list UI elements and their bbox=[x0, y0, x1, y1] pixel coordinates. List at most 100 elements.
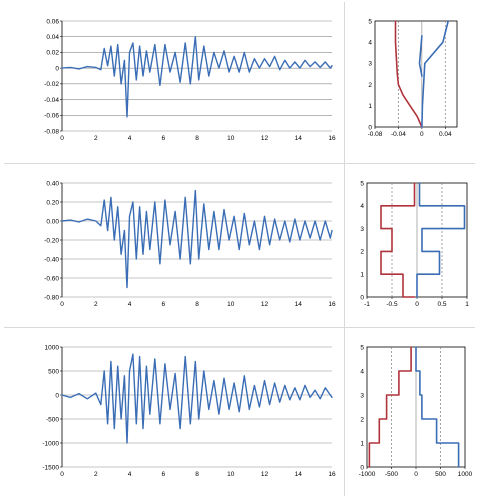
x-tick-label: 0 bbox=[420, 131, 424, 138]
series-line-red-0 bbox=[368, 346, 412, 468]
y-tick-label: -0.06 bbox=[44, 113, 59, 120]
profile-shear-chart: 0 1 2 3 4 5 -1000 -500 0 500 1000 bbox=[359, 344, 473, 478]
x-tick-label: 2 bbox=[94, 135, 98, 142]
series-line-blue-0 bbox=[61, 353, 333, 444]
x-tick-label: 12 bbox=[261, 471, 269, 478]
y-tick-label: -0.08 bbox=[44, 128, 59, 135]
interstorey-drift-chart: -0.80 -0.60 -0.40 -0.20 0.00 0.20 0.40 0 2 4 6 8 10 1… bbox=[44, 180, 336, 308]
y-tick-label: 1000 bbox=[45, 344, 60, 351]
y-tick-label: 0 bbox=[360, 464, 364, 471]
x-tick-label: 2 bbox=[94, 471, 98, 478]
y-tick-label: 0 bbox=[55, 392, 59, 399]
profile-drifts-panel: 0 1 2 3 4 5 -1 -0.5 0 0.5 1 bbox=[345, 164, 479, 332]
y-tick-label: 0 bbox=[55, 65, 59, 72]
y-tick-label: 0.04 bbox=[46, 34, 59, 41]
y-tick-label: 5 bbox=[360, 180, 364, 187]
profile-drifts-chart: 0 1 2 3 4 5 -1 -0.5 0 0.5 1 bbox=[360, 180, 469, 308]
profile-displacements-chart: 0 1 2 3 4 5 -0.08 -0.04 0 0.04 bbox=[368, 18, 458, 138]
y-tick-label: 3 bbox=[360, 226, 364, 233]
profile-shear-panel: 0 1 2 3 4 5 -1000 -500 0 500 1000 bbox=[345, 328, 479, 503]
x-tick-label: 1000 bbox=[458, 471, 473, 478]
y-tick-label: 3 bbox=[360, 392, 364, 399]
y-tick-label: 1 bbox=[360, 272, 364, 279]
y-tick-label: -0.60 bbox=[44, 275, 59, 282]
x-tick-label: 0 bbox=[60, 301, 64, 308]
y-tick-label: -500 bbox=[46, 416, 59, 423]
x-tick-label: -0.5 bbox=[386, 301, 398, 308]
x-tick-label: 0 bbox=[60, 135, 64, 142]
y-tick-label: -0.04 bbox=[44, 97, 59, 104]
x-tick-label: 6 bbox=[161, 471, 165, 478]
x-tick-label: 14 bbox=[295, 471, 303, 478]
x-tick-label: -1000 bbox=[359, 471, 376, 478]
x-tick-label: 0.5 bbox=[437, 301, 446, 308]
series-line-blue-1 bbox=[415, 346, 460, 468]
x-tick-label: 8 bbox=[195, 135, 199, 142]
x-tick-label: 16 bbox=[328, 301, 336, 308]
x-tick-label: 0 bbox=[415, 301, 419, 308]
y-tick-label: 4 bbox=[360, 203, 364, 210]
x-tick-label: 16 bbox=[328, 471, 336, 478]
x-tick-label: 4 bbox=[128, 471, 132, 478]
y-tick-label: 4 bbox=[368, 40, 372, 47]
x-tick-label: 6 bbox=[161, 301, 165, 308]
y-tick-label: -1500 bbox=[42, 464, 59, 471]
x-tick-label: 16 bbox=[328, 135, 336, 142]
profile-displacements-panel: 0 1 2 3 4 5 -0.08 -0.04 0 0.04 bbox=[345, 0, 479, 168]
column-divider bbox=[344, 2, 345, 496]
x-tick-label: 500 bbox=[435, 471, 446, 478]
y-tick-label: 500 bbox=[48, 368, 59, 375]
x-tick-label: 6 bbox=[161, 135, 165, 142]
series-line-blue-2 bbox=[418, 34, 423, 77]
row-divider-2 bbox=[4, 327, 475, 328]
y-tick-label: 0.02 bbox=[46, 50, 59, 57]
y-tick-label: 5 bbox=[360, 344, 364, 351]
x-tick-label: 8 bbox=[195, 471, 199, 478]
y-tick-label: 0 bbox=[360, 294, 364, 301]
x-tick-label: -1 bbox=[364, 301, 370, 308]
x-tick-label: -0.08 bbox=[368, 131, 383, 138]
y-tick-label: -0.20 bbox=[44, 237, 59, 244]
y-tick-label: -0.40 bbox=[44, 256, 59, 263]
x-tick-label: -0.04 bbox=[391, 131, 406, 138]
x-tick-label: 0 bbox=[414, 471, 418, 478]
base-shear-panel: -1500 -1000 -500 0 500 1000 0 2 4 6 8 10 12 14 16 bbox=[0, 328, 344, 503]
interstorey-drift-panel: -0.80 -0.60 -0.40 -0.20 0.00 0.20 0.40 0 2 4 6 8 10 1… bbox=[0, 164, 344, 332]
x-tick-label: -500 bbox=[385, 471, 398, 478]
row-divider-1 bbox=[4, 163, 475, 164]
y-tick-label: 2 bbox=[360, 416, 364, 423]
x-tick-label: 4 bbox=[128, 301, 132, 308]
series-line-blue-1 bbox=[421, 20, 449, 128]
x-tick-label: 4 bbox=[128, 135, 132, 142]
y-tick-label: 0.40 bbox=[46, 180, 59, 187]
y-tick-label: 1 bbox=[360, 440, 364, 447]
x-tick-label: 8 bbox=[195, 301, 199, 308]
x-tick-label: 0.04 bbox=[439, 131, 452, 138]
top-displacement-panel: -0.08 -0.06 -0.04 -0.02 0 0.02 0.04 0.06 0 2 4 6 8 10… bbox=[0, 0, 344, 168]
series-line-red-0 bbox=[380, 182, 416, 298]
plot-frame bbox=[374, 20, 458, 128]
y-tick-label: 0.20 bbox=[46, 199, 59, 206]
series-line-blue-0 bbox=[61, 189, 333, 289]
y-tick-label: 1 bbox=[368, 103, 372, 110]
y-tick-label: 2 bbox=[368, 82, 372, 89]
x-tick-label: 14 bbox=[295, 301, 303, 308]
x-tick-label: 14 bbox=[295, 135, 303, 142]
y-tick-label: 0 bbox=[368, 124, 372, 131]
top-displacement-chart: -0.08 -0.06 -0.04 -0.02 0 0.02 0.04 0.06 0 2 4 6 8 10… bbox=[44, 18, 336, 142]
x-tick-label: 10 bbox=[227, 135, 235, 142]
y-tick-label: 0.06 bbox=[46, 18, 59, 25]
y-tick-label: 4 bbox=[360, 368, 364, 375]
x-tick-label: 12 bbox=[261, 301, 269, 308]
base-shear-chart: -1500 -1000 -500 0 500 1000 0 2 4 6 8 10 12 14 16 bbox=[42, 344, 336, 478]
y-tick-label: -0.02 bbox=[44, 81, 59, 88]
y-tick-label: 3 bbox=[368, 61, 372, 68]
x-tick-label: 1 bbox=[465, 301, 469, 308]
x-tick-label: 0 bbox=[60, 471, 64, 478]
y-tick-label: 2 bbox=[360, 249, 364, 256]
x-tick-label: 2 bbox=[94, 301, 98, 308]
x-tick-label: 10 bbox=[227, 301, 235, 308]
series-line-red-0 bbox=[394, 20, 423, 128]
x-tick-label: 12 bbox=[261, 135, 269, 142]
y-tick-label: 0.00 bbox=[46, 218, 59, 225]
